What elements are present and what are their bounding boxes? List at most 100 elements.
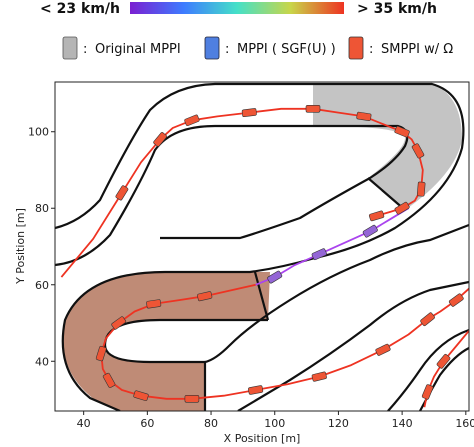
car-body xyxy=(241,108,257,118)
legend-swatch-mppi-sgf xyxy=(204,36,220,60)
car-marker xyxy=(362,224,378,238)
speed-min-label: < 23 km/h xyxy=(40,1,120,17)
legend-item-smppi: : SMPPI w/ Ω xyxy=(348,36,453,60)
car-marker xyxy=(133,390,149,401)
car-marker-layer xyxy=(95,105,464,403)
car-marker xyxy=(153,132,167,147)
car-body xyxy=(102,372,116,388)
car-body xyxy=(115,185,129,201)
car-body xyxy=(133,390,149,401)
legend-swatch-smppi xyxy=(348,36,364,60)
y-tick-label: 80 xyxy=(35,202,49,215)
legend-colon-3: : xyxy=(369,42,373,57)
series-line xyxy=(108,287,469,400)
car-marker xyxy=(184,394,200,403)
car-marker xyxy=(311,248,327,261)
track-boundary-lower-s xyxy=(204,223,469,364)
track-boundary-lower-s2 xyxy=(237,280,469,411)
car-body xyxy=(311,248,327,261)
car-marker xyxy=(394,201,410,215)
legend-colon-1: : xyxy=(83,42,87,57)
car-body xyxy=(197,291,213,302)
car-body xyxy=(375,343,391,356)
brown-region xyxy=(63,272,270,411)
car-marker xyxy=(146,299,162,309)
y-axis-ticks: 40 60 80 100 xyxy=(28,126,55,368)
legend-swatch-original-mppi xyxy=(62,36,78,60)
car-body xyxy=(448,293,464,307)
car-body xyxy=(267,270,283,284)
car-body xyxy=(184,394,200,403)
x-tick-label: 120 xyxy=(328,417,349,430)
car-marker xyxy=(375,343,391,356)
car-marker xyxy=(241,108,257,118)
track-outer-boundary xyxy=(55,82,465,411)
car-marker xyxy=(95,345,107,362)
car-marker xyxy=(267,270,283,284)
car-body xyxy=(184,114,200,126)
car-marker xyxy=(436,353,451,369)
y-tick-label: 40 xyxy=(35,355,49,368)
car-body xyxy=(421,384,434,400)
car-marker xyxy=(411,143,425,159)
car-body xyxy=(356,111,372,121)
brown-region-divider xyxy=(253,271,270,321)
legend: : Original MPPI : MPPI ( SGF(U) ) : SMPP… xyxy=(62,36,453,60)
car-marker xyxy=(356,111,372,121)
car-body xyxy=(420,312,435,326)
car-body xyxy=(368,210,385,222)
car-marker xyxy=(448,293,464,307)
x-tick-label: 140 xyxy=(392,417,413,430)
car-body xyxy=(95,345,107,362)
x-tick-label: 80 xyxy=(204,417,218,430)
car-marker xyxy=(197,291,213,302)
car-body xyxy=(436,353,451,369)
car-body xyxy=(146,299,162,309)
legend-label-original-mppi: Original MPPI xyxy=(95,42,181,57)
car-marker xyxy=(368,210,385,222)
x-tick-label: 60 xyxy=(140,417,154,430)
legend-colon-2: : xyxy=(225,42,229,57)
y-tick-label: 60 xyxy=(35,279,49,292)
car-body xyxy=(311,371,327,382)
series-line xyxy=(376,150,424,217)
car-body xyxy=(305,105,321,113)
legend-label-mppi-sgf: MPPI ( SGF(U) ) xyxy=(237,42,336,57)
car-body xyxy=(394,201,410,215)
x-axis-label: X Position [m] xyxy=(224,432,301,445)
plot-frame xyxy=(54,81,470,412)
x-tick-label: 160 xyxy=(455,417,474,430)
x-tick-label: 100 xyxy=(264,417,285,430)
car-marker xyxy=(184,114,200,126)
legend-item-mppi-sgf: : MPPI ( SGF(U) ) xyxy=(204,36,336,60)
car-marker xyxy=(394,126,410,138)
car-body xyxy=(416,181,426,197)
car-body xyxy=(111,316,127,330)
y-axis-label: Y Position [m] xyxy=(14,208,27,285)
track-inner-boundary-hairpin xyxy=(103,318,268,364)
car-marker xyxy=(115,185,129,201)
car-body xyxy=(362,224,378,238)
track-boundary-right-1 xyxy=(387,328,469,411)
car-marker xyxy=(421,384,434,400)
speed-colorbar xyxy=(130,2,344,14)
gray-region-divider xyxy=(367,177,406,211)
car-body xyxy=(248,385,264,395)
car-marker xyxy=(311,371,327,382)
y-tick-label: 100 xyxy=(28,126,49,139)
x-tick-label: 40 xyxy=(77,417,91,430)
legend-label-smppi: SMPPI w/ Ω xyxy=(381,42,453,57)
x-axis-ticks: 40 60 80 100 120 140 160 xyxy=(77,411,474,430)
car-body xyxy=(394,126,410,138)
gray-region xyxy=(313,84,462,210)
speed-max-label: > 35 km/h xyxy=(357,1,437,17)
legend-item-original-mppi: : Original MPPI xyxy=(62,36,181,60)
car-marker xyxy=(420,312,435,326)
car-marker xyxy=(248,385,264,395)
car-marker xyxy=(416,181,426,197)
car-body xyxy=(411,143,425,159)
car-marker xyxy=(305,105,321,113)
car-body xyxy=(153,132,167,147)
car-marker xyxy=(102,372,116,388)
